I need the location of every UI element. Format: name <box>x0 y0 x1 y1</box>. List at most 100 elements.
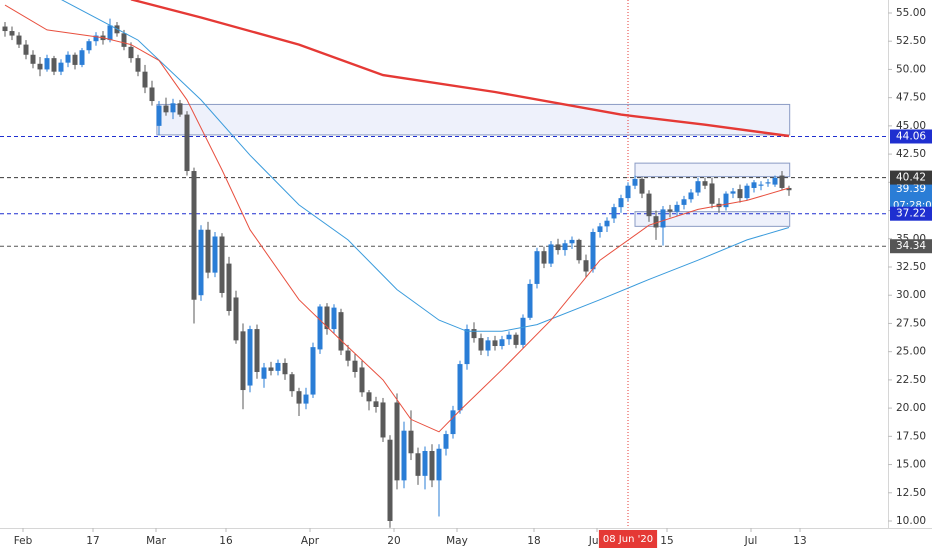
candle-body <box>779 175 785 188</box>
x-tick-label: Mar <box>146 535 166 547</box>
candle-body <box>408 430 414 454</box>
candle-body <box>338 312 344 351</box>
y-tick-label: 22.50 <box>896 374 926 386</box>
level-label-box <box>890 206 932 221</box>
candle-body <box>233 297 239 341</box>
candle-body <box>534 251 540 284</box>
candle-body <box>352 360 358 372</box>
candle-body <box>429 451 435 481</box>
candle-body <box>464 329 470 365</box>
candle-body <box>359 367 365 393</box>
date-marker-label: 08 Jun '20 <box>603 534 653 545</box>
candle-body <box>583 260 589 272</box>
candle-body <box>128 46 134 59</box>
y-tick-label: 32.50 <box>896 261 926 273</box>
countdown: 07:28:02 <box>893 200 932 211</box>
candle-body <box>72 54 78 65</box>
candle-body <box>254 329 260 372</box>
moving-average <box>130 0 790 138</box>
candle-body <box>65 54 71 63</box>
candle-body <box>44 58 50 70</box>
candle-body <box>373 401 379 407</box>
candle-body <box>303 394 309 404</box>
x-tick-label: May <box>446 535 468 547</box>
candle-body <box>219 236 225 293</box>
level-label: 34.34 <box>896 240 926 252</box>
candle-body <box>723 193 729 208</box>
candle-body <box>786 187 792 191</box>
candle-body <box>149 87 155 102</box>
candle-body <box>58 62 64 72</box>
candle-body <box>639 178 645 194</box>
candle-body <box>394 402 400 481</box>
candle-body <box>597 226 603 232</box>
candle-body <box>681 199 687 205</box>
x-tick-label: 13 <box>793 535 806 547</box>
candle-body <box>366 392 372 402</box>
candle-body <box>590 231 596 270</box>
candle-body <box>191 171 197 300</box>
candle-body <box>324 306 330 330</box>
candle-body <box>702 181 708 186</box>
candle-body <box>667 209 673 212</box>
level-label-box <box>890 129 932 144</box>
candle-body <box>296 391 302 404</box>
y-tick-label: 15.00 <box>896 459 926 471</box>
candle-body <box>576 239 582 261</box>
candle-body <box>261 367 267 379</box>
candle-body <box>317 306 323 350</box>
date-marker-box <box>598 530 658 548</box>
y-tick-label: 55.00 <box>896 7 926 19</box>
candle-body <box>443 434 449 449</box>
candle-body <box>184 114 190 172</box>
candle-body <box>415 453 421 476</box>
candle-body <box>513 334 519 345</box>
candle-body <box>611 207 617 219</box>
candle-body <box>751 182 757 188</box>
candle-body <box>646 193 652 217</box>
candle-body <box>93 35 99 42</box>
candle-body <box>422 451 428 476</box>
candle-body <box>240 331 246 391</box>
candle-body <box>744 185 750 199</box>
level-label: 37.22 <box>896 208 926 220</box>
candle-body <box>170 103 176 113</box>
x-tick-label: 18 <box>527 535 540 547</box>
candle-body <box>527 283 533 318</box>
level-label: 40.42 <box>896 172 926 184</box>
moving-average <box>61 0 790 332</box>
candle-body <box>478 338 484 351</box>
candle-body <box>492 340 498 347</box>
y-tick-label: 12.50 <box>896 487 926 499</box>
candle-body <box>506 334 512 340</box>
candle-body <box>471 329 477 339</box>
candle-body <box>212 236 218 273</box>
candle-body <box>30 54 36 64</box>
candle-body <box>688 192 694 200</box>
candle-body <box>485 340 491 351</box>
candle-body <box>380 402 386 438</box>
candle-body <box>226 263 232 312</box>
x-tick-label: 15 <box>660 535 673 547</box>
candle-body <box>268 367 274 371</box>
candle-body <box>79 50 85 65</box>
y-tick-label: 47.50 <box>896 92 926 104</box>
candle-body <box>121 33 127 47</box>
candle-body <box>177 103 183 115</box>
x-tick-label: Feb <box>14 535 33 547</box>
candle-body <box>282 362 288 375</box>
candle-body <box>86 41 92 51</box>
y-tick-label: 25.00 <box>896 346 926 358</box>
candle-body <box>387 439 393 522</box>
candle-body <box>142 71 148 88</box>
y-tick-label: 42.50 <box>896 148 926 160</box>
candle-body <box>758 184 764 186</box>
y-tick-label: 50.00 <box>896 63 926 75</box>
candle-body <box>450 410 456 435</box>
last-price: 39.39 <box>896 183 926 195</box>
candle-body <box>275 362 281 371</box>
candle-body <box>695 181 701 193</box>
candle-body <box>107 25 113 41</box>
zone <box>634 162 791 178</box>
candle-body <box>674 204 680 212</box>
